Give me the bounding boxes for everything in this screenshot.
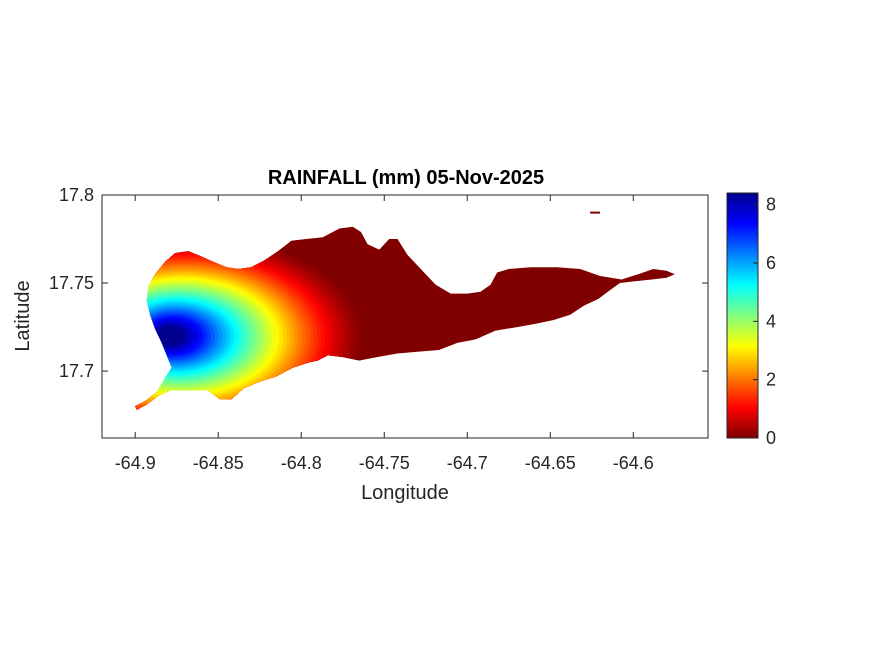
chart-title: RAINFALL (mm) 05-Nov-2025	[268, 167, 544, 189]
x-tick-label: -64.85	[193, 453, 244, 473]
y-tick-label: 17.7	[59, 361, 94, 381]
rain-contour	[156, 325, 185, 346]
y-axis: 17.7 17.75 17.8	[49, 185, 708, 381]
x-tick-label: -64.8	[281, 453, 322, 473]
y-tick-label: 17.8	[59, 185, 94, 205]
colorbar-tick-label: 4	[766, 311, 776, 331]
colorbar-axis: 0 2 4 6 8	[753, 195, 776, 448]
x-axis-label: Longitude	[361, 482, 449, 504]
y-axis-label: Latitude	[12, 280, 34, 351]
x-axis: -64.9 -64.85 -64.8 -64.75 -64.7 -64.65 -64.6	[115, 195, 654, 473]
x-tick-label: -64.65	[525, 453, 576, 473]
colorbar	[726, 192, 759, 439]
x-tick-label: -64.6	[613, 453, 654, 473]
colorbar-tick-label: 0	[766, 428, 776, 448]
x-tick-label: -64.7	[447, 453, 488, 473]
x-tick-label: -64.9	[115, 453, 156, 473]
colorbar-tick-label: 6	[766, 253, 776, 273]
colorbar-tick-label: 8	[766, 195, 776, 215]
x-tick-label: -64.75	[359, 453, 410, 473]
y-tick-label: 17.75	[49, 273, 94, 293]
colorbar-tick-label: 2	[766, 370, 776, 390]
